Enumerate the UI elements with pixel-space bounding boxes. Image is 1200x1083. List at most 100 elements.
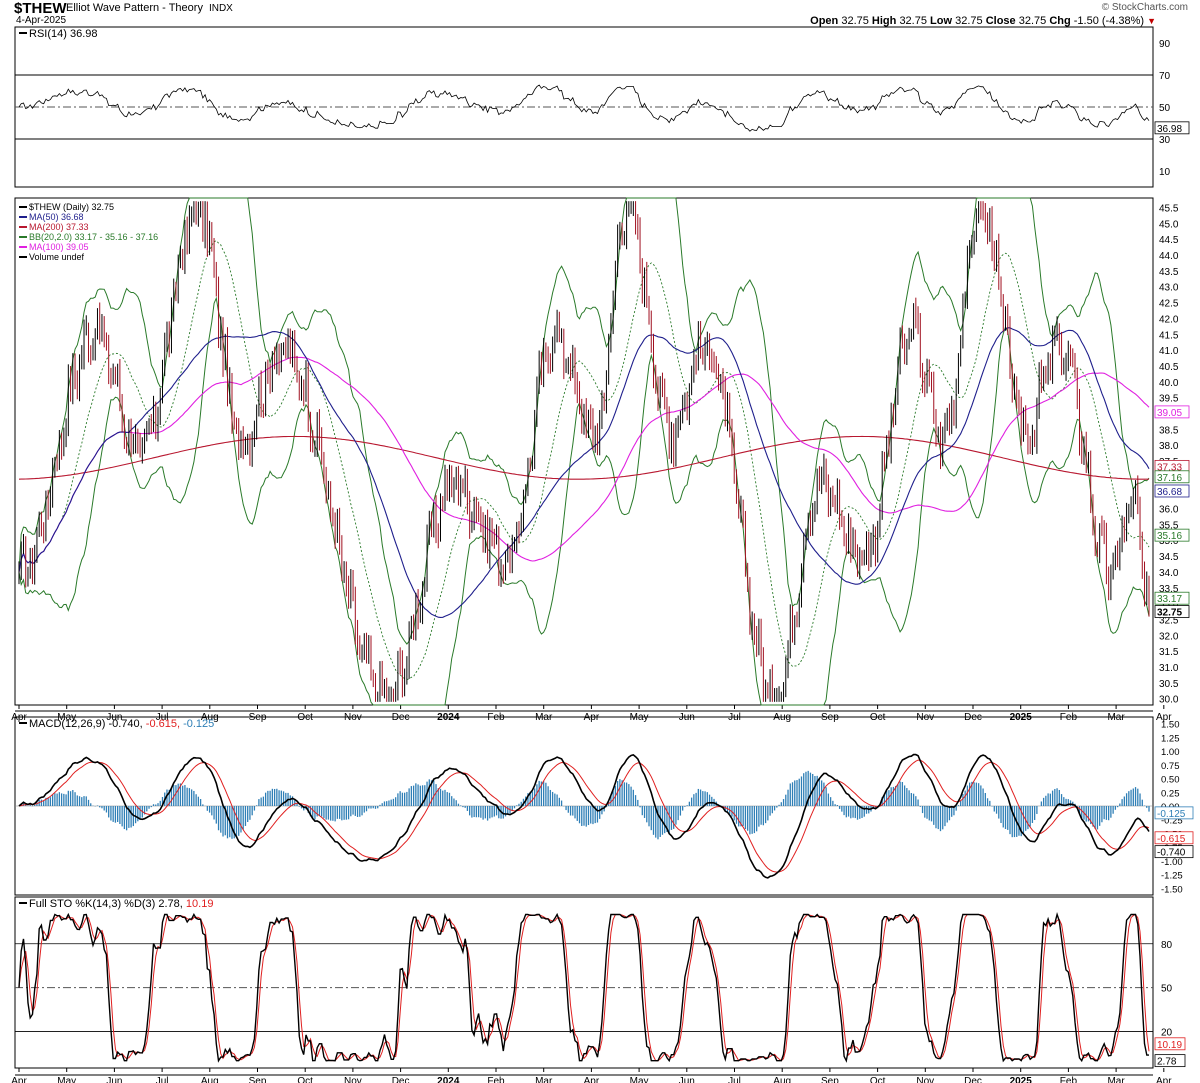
- price-tick-label: 38.0: [1159, 441, 1179, 452]
- month-label: May: [57, 1076, 76, 1083]
- price-tick-label: 33.0: [1159, 600, 1179, 611]
- price-tick-label: 30.0: [1159, 695, 1179, 706]
- price-value-text: 32.75: [1157, 608, 1182, 619]
- sto-legend: Full STO %K(14,3) %D(3) 2.78, 10.19: [29, 898, 213, 910]
- month-label: Dec: [964, 1076, 982, 1083]
- macd-line: [18, 753, 1150, 879]
- macd-value-tag: [1154, 806, 1194, 820]
- month-label: Jul: [156, 1076, 169, 1083]
- sto-value-tag: [1154, 1054, 1186, 1068]
- month-label: Mar: [1107, 712, 1125, 723]
- high-value: 32.75: [899, 15, 927, 27]
- macd-tick-label: 0.25: [1161, 788, 1180, 799]
- month-label: Sep: [249, 1076, 267, 1083]
- month-label: 2025: [1010, 1076, 1033, 1083]
- sto-tick-label: 20: [1161, 1027, 1173, 1038]
- month-label: May: [57, 712, 76, 723]
- macd-histogram: [20, 770, 1150, 840]
- price-tick-label: 42.0: [1159, 314, 1179, 325]
- month-label: Jun: [679, 712, 695, 723]
- month-label: Jun: [106, 712, 122, 723]
- high-label: High: [871, 15, 897, 27]
- close-value: 32.75: [1018, 15, 1047, 27]
- price-tick-label: 38.5: [1159, 425, 1179, 436]
- sto-panel-frame: [14, 896, 1154, 1069]
- rsi-tick-label: 50: [1159, 103, 1171, 114]
- price-tick-label: 43.0: [1159, 283, 1179, 294]
- price-tick-label: 35.0: [1159, 536, 1179, 547]
- month-label: Mar: [535, 1076, 553, 1083]
- price-tick-label: 41.5: [1159, 330, 1179, 341]
- symbol-title: $THEW: [14, 0, 67, 17]
- macd-value-text: -0.740: [1157, 848, 1186, 859]
- price-tick-label: 41.0: [1159, 346, 1179, 357]
- brand-label: © StockCharts.com: [1101, 2, 1188, 13]
- month-label: Dec: [392, 1076, 410, 1083]
- macd-legend: MACD(12,26,9) -0.740, -0.615, -0.125: [29, 718, 214, 730]
- month-label: Jul: [156, 712, 169, 723]
- price-legend-item: MA(50) 36.68: [29, 212, 84, 222]
- price-legend-item: Volume undef: [29, 252, 85, 262]
- month-label: Nov: [916, 1076, 934, 1083]
- price-legend-item: MA(200) 37.33: [29, 222, 89, 232]
- price-tick-label: 45.5: [1159, 204, 1179, 215]
- price-tick-label: 43.5: [1159, 267, 1179, 278]
- price-tick-label: 31.0: [1159, 663, 1179, 674]
- macd-value-text: -0.125: [1157, 809, 1186, 820]
- chart-title-text: Elliot Wave Pattern - Theory: [66, 2, 203, 14]
- month-label: Aug: [201, 712, 219, 723]
- month-label: Dec: [964, 712, 982, 723]
- low-label: Low: [930, 15, 953, 27]
- price-tick-label: 34.0: [1159, 568, 1179, 579]
- macd-tick-label: -0.25: [1161, 816, 1183, 827]
- macd-tick-label: -1.25: [1161, 871, 1183, 882]
- month-label: Sep: [821, 712, 839, 723]
- month-label: Jul: [728, 712, 741, 723]
- month-label: May: [630, 712, 649, 723]
- month-label: Dec: [392, 712, 410, 723]
- month-label: Nov: [344, 1076, 362, 1083]
- month-label: 2025: [1010, 712, 1033, 723]
- month-label: Apr: [1156, 712, 1172, 723]
- month-label: Oct: [297, 1076, 313, 1083]
- ma200-line: [18, 435, 1149, 480]
- sto-value-text: 2.78: [1157, 1057, 1177, 1068]
- month-label: Oct: [297, 712, 313, 723]
- macd-value-text: -0.615: [1157, 834, 1186, 845]
- price-tick-label: 32.0: [1159, 631, 1179, 642]
- close-label: Close: [985, 15, 1016, 27]
- price-value-text: 35.16: [1157, 531, 1182, 542]
- month-label: Jun: [679, 1076, 695, 1083]
- month-label: Oct: [870, 1076, 886, 1083]
- sto-k-line: [18, 912, 1149, 1063]
- exchange-label: INDX: [208, 3, 233, 14]
- macd-value-tag: [1154, 845, 1194, 859]
- low-value: 32.75: [955, 15, 983, 27]
- macd-tick-label: 0.75: [1161, 761, 1180, 772]
- month-label: Mar: [535, 712, 553, 723]
- month-label: May: [630, 1076, 649, 1083]
- month-label: Mar: [1107, 1076, 1125, 1083]
- macd-tick-label: -1.50: [1161, 884, 1183, 895]
- price-tick-label: 35.5: [1159, 520, 1179, 531]
- price-tick-label: 40.0: [1159, 378, 1179, 389]
- price-tick-label: 39.5: [1159, 394, 1179, 405]
- macd-tick-label: 1.00: [1161, 747, 1180, 758]
- month-label: Aug: [201, 1076, 219, 1083]
- month-label: Jul: [728, 1076, 741, 1083]
- ma50-line: [18, 327, 1150, 618]
- macd-signal-line: [18, 759, 1150, 873]
- price-value-text: 37.16: [1157, 473, 1182, 484]
- rsi-tick-label: 70: [1159, 71, 1171, 82]
- price-value-text: 37.33: [1157, 462, 1182, 473]
- price-tick-label: 33.5: [1159, 584, 1179, 595]
- sto-tick-label: 50: [1161, 984, 1173, 995]
- bb-middle-line: [18, 240, 1150, 680]
- price-value-tag: [1154, 405, 1190, 419]
- sto-d-line: [18, 913, 1150, 1062]
- price-tick-label: 30.5: [1159, 679, 1179, 690]
- price-value-tag: [1154, 528, 1190, 542]
- sto-value-tag: [1154, 1037, 1186, 1051]
- down-arrow-icon: ▼: [1147, 16, 1156, 26]
- ma100-line: [18, 356, 1150, 572]
